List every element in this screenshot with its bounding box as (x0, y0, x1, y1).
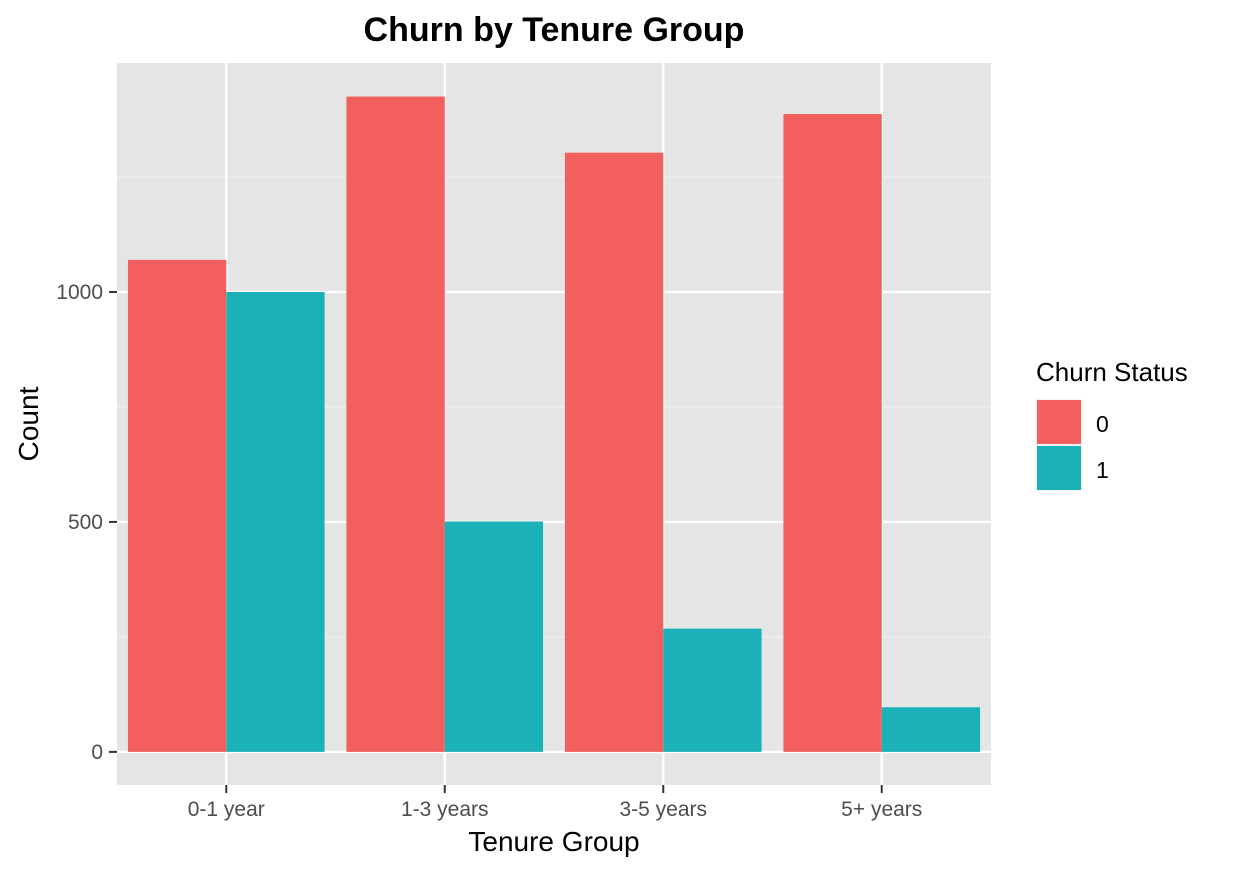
legend-label-0: 0 (1096, 411, 1109, 437)
x-tick-label: 3-5 years (619, 798, 707, 821)
bar-series-0-1-3-years (346, 96, 445, 752)
y-axis-title: Count (13, 386, 44, 461)
bar-series-0-3-5-years (564, 152, 664, 752)
bar-series-1-0-1-year (226, 292, 325, 752)
x-tick-label: 5+ years (841, 798, 922, 821)
bar-series-1-5-years (881, 707, 981, 752)
x-tick-label: 1-3 years (401, 798, 489, 821)
bars (127, 96, 981, 752)
x-axis: 0-1 year 1-3 years 3-5 years 5+ years (188, 785, 922, 821)
bar-series-0-5-years (783, 114, 882, 752)
bar-series-1-1-3-years (444, 521, 544, 752)
y-tick-label: 500 (68, 511, 103, 534)
legend-swatch-1 (1037, 446, 1081, 490)
bar-series-0-0-1-year (127, 259, 227, 752)
y-axis: 0 500 1000 (56, 281, 117, 764)
bar-series-1-3-5-years (663, 628, 762, 752)
legend-label-1: 1 (1096, 457, 1109, 483)
x-axis-title: Tenure Group (468, 826, 639, 857)
chart-title: Churn by Tenure Group (364, 11, 745, 49)
y-tick-label: 1000 (56, 281, 103, 304)
y-tick-label: 0 (91, 741, 103, 764)
legend-title: Churn Status (1036, 357, 1188, 387)
legend-swatch-0 (1037, 400, 1081, 444)
legend: Churn Status 0 1 (1036, 357, 1188, 491)
x-tick-label: 0-1 year (188, 798, 265, 821)
